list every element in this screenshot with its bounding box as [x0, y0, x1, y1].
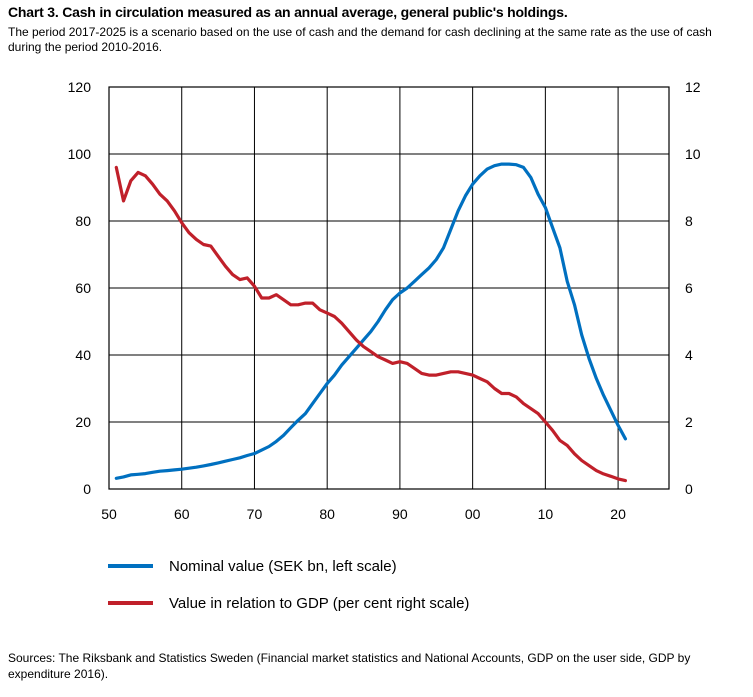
y-right-tick-label: 10 [685, 146, 701, 162]
legend-item-gdp: Value in relation to GDP (per cent right… [108, 593, 469, 613]
legend-swatch-nominal [108, 564, 153, 568]
y-left-tick-label: 80 [75, 213, 91, 229]
y-right-tick-label: 4 [685, 347, 693, 363]
chart-subtitle: The period 2017-2025 is a scenario based… [8, 25, 712, 54]
chart-title: Chart 3. Cash in circulation measured as… [8, 4, 568, 20]
x-tick-label: 60 [174, 506, 190, 522]
x-tick-label: 50 [101, 506, 117, 522]
series-line-nominal [114, 162, 628, 480]
legend-swatch-gdp [108, 601, 153, 605]
y-left-tick-label: 40 [75, 347, 91, 363]
x-tick-label: 70 [247, 506, 263, 522]
y-left-tick-label: 20 [75, 414, 91, 430]
x-tick-label: 80 [319, 506, 335, 522]
y-right-tick-label: 8 [685, 213, 693, 229]
y-left-tick-label: 0 [83, 481, 91, 497]
legend-label-nominal: Nominal value (SEK bn, left scale) [169, 557, 397, 575]
source-note: Sources: The Riksbank and Statistics Swe… [8, 651, 691, 681]
y-right-tick-label: 6 [685, 280, 693, 296]
x-tick-label: 20 [610, 506, 626, 522]
y-left-tick-label: 120 [68, 79, 92, 95]
y-right-tick-label: 2 [685, 414, 693, 430]
legend: Nominal value (SEK bn, left scale) Value… [108, 556, 469, 630]
y-right-tick-label: 12 [685, 79, 701, 95]
y-right-tick-label: 0 [685, 481, 693, 497]
y-left-tick-label: 60 [75, 280, 91, 296]
legend-label-gdp: Value in relation to GDP (per cent right… [169, 594, 470, 612]
x-tick-label: 00 [465, 506, 481, 522]
x-tick-label: 90 [392, 506, 408, 522]
plot-frame [108, 86, 670, 490]
legend-item-nominal: Nominal value (SEK bn, left scale) [108, 556, 469, 576]
y-left-tick-label: 100 [68, 146, 92, 162]
x-tick-label: 10 [538, 506, 554, 522]
series-line-gdp [114, 165, 628, 483]
